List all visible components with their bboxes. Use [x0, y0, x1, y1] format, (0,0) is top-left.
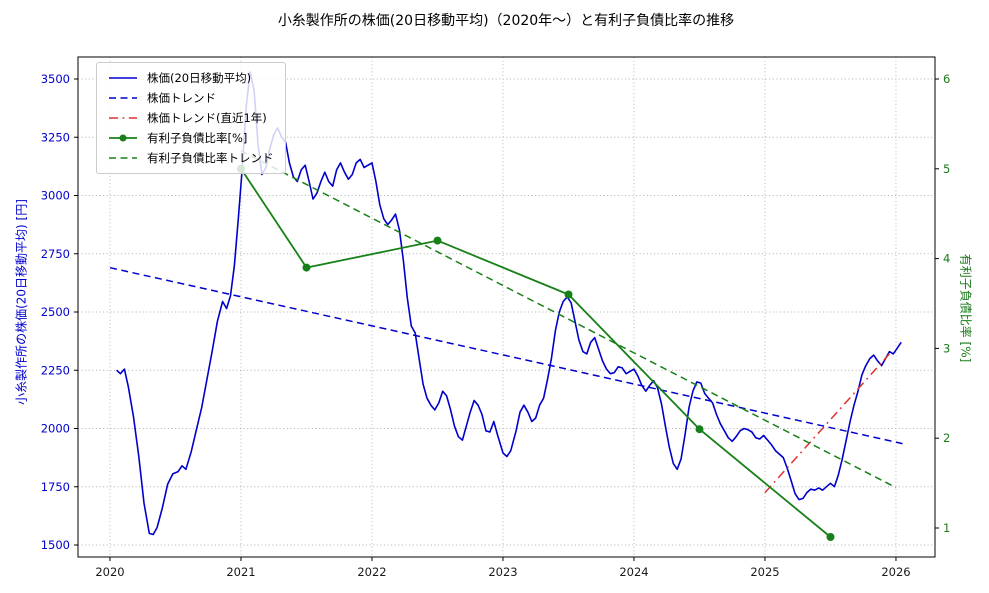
series-debt_trend [240, 150, 897, 489]
legend-item-stock: 株価(20日移動平均) [108, 70, 274, 86]
x-tick-label: 2022 [357, 565, 386, 579]
legend-label: 株価トレンド [147, 91, 216, 105]
legend-line-sample-stock_trend_recent [109, 117, 137, 119]
y-right-tick-label: 5 [943, 162, 950, 176]
axes-frame [77, 56, 936, 558]
y-left-tick-label: 3250 [41, 130, 70, 144]
x-tick-label: 2024 [619, 565, 648, 579]
y-left-tick-label: 2250 [41, 363, 70, 377]
legend-label: 株価トレンド(直近1年) [147, 111, 267, 125]
y-right-tick-label: 1 [943, 521, 950, 535]
legend-label: 有利子負債比率[%] [147, 131, 248, 145]
y-right-tick-label: 6 [943, 72, 950, 86]
x-tick-label: 2026 [881, 565, 910, 579]
y-left-tick-label: 3000 [41, 189, 70, 203]
chart-title: 小糸製作所の株価(20日移動平均)（2020年～）と有利子負債比率の推移 [277, 13, 735, 29]
legend-item-stock_trend: 株価トレンド [108, 90, 274, 106]
y-left-tick-label: 1750 [41, 480, 70, 494]
y-left-tick-label: 2000 [41, 422, 70, 436]
y-left-tick-label: 2500 [41, 305, 70, 319]
series-debt [240, 168, 832, 538]
y-left-tick-label: 1500 [41, 538, 70, 552]
y-right-tick-label: 3 [943, 341, 950, 355]
y-axis-label-left: 小糸製作所の株価(20日移動平均) [円] [14, 199, 29, 405]
y-left-tick-label: 2750 [41, 247, 70, 261]
series-stock_trend [109, 266, 903, 445]
legend-label: 有利子負債比率トレンド [147, 151, 274, 165]
y-right-tick-label: 4 [943, 252, 950, 266]
x-tick-label: 2025 [750, 565, 779, 579]
legend: 株価(20日移動平均) 株価トレンド株価トレンド(直近1年) 有利子負債比率[%] 有… [96, 62, 286, 174]
data-point-marker [433, 236, 442, 245]
y-axis-label-right: 有利子負債比率 [%] [958, 253, 973, 363]
x-tick-label: 2020 [95, 565, 124, 579]
y-left-tick-label: 3500 [41, 72, 70, 86]
series-stock_trend_recent [764, 353, 890, 494]
legend-label: 株価(20日移動平均) [147, 71, 252, 85]
data-point-marker [302, 263, 311, 272]
data-point-marker [695, 425, 704, 434]
data-point-marker [564, 290, 573, 299]
legend-line-sample-stock [109, 77, 137, 79]
legend-item-debt_trend: 有利子負債比率トレンド [108, 150, 274, 166]
legend-item-stock_trend_recent: 株価トレンド(直近1年) [108, 110, 274, 126]
legend-line-sample-debt_trend [109, 157, 137, 159]
data-point-marker [826, 533, 835, 541]
y-right-tick-label: 2 [943, 431, 950, 445]
legend-line-sample-stock_trend [109, 97, 137, 99]
x-tick-label: 2021 [226, 565, 255, 579]
x-tick-label: 2023 [488, 565, 517, 579]
legend-item-debt: 有利子負債比率[%] [108, 130, 274, 146]
legend-line-sample-debt [109, 134, 137, 142]
